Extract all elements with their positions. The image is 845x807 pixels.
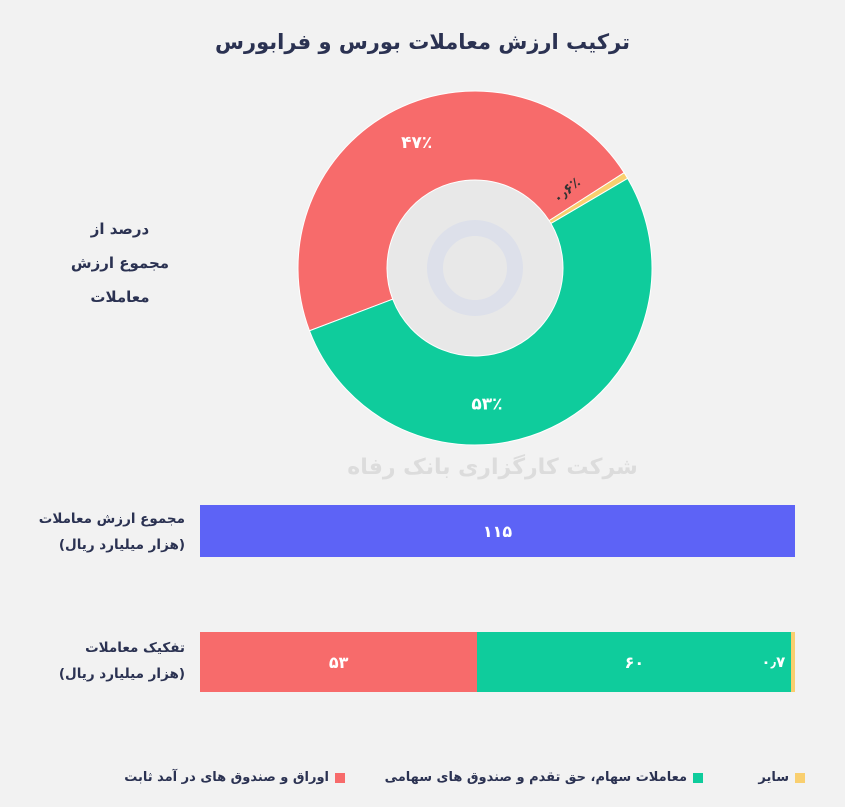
legend: اوراق و صندوق های در آمد ثابت معاملات سها…	[0, 770, 845, 794]
breakdown-row-label: تفکیک معاملات (هزار میلیارد ریال)	[20, 635, 185, 687]
total-row-label: مجموع ارزش معاملات (هزار میلیارد ریال)	[20, 506, 185, 558]
legend-swatch	[795, 772, 805, 783]
side-label-line3: معاملات	[90, 288, 150, 306]
donut-slice-equities	[308, 177, 653, 446]
breakdown-value-equities: ۶۰	[624, 652, 645, 672]
total-bar-segment: ۱۱۵	[200, 505, 795, 557]
legend-item-fixed-income: اوراق و صندوق های در آمد ثابت	[124, 770, 345, 785]
breakdown-row-label-line1: تفکیک معاملات	[85, 640, 185, 656]
total-row-label-line2: (هزار میلیارد ریال)	[58, 537, 185, 553]
donut-label-fixed-income: ۴۷٪	[401, 133, 432, 153]
donut-slice-other	[548, 172, 629, 225]
legend-label: اوراق و صندوق های در آمد ثابت	[124, 770, 329, 785]
donut-center	[387, 180, 563, 356]
legend-swatch	[335, 772, 345, 783]
legend-label: سایر	[758, 770, 789, 785]
donut-chart: ۴۷٪۵۳٪۰٫۶٪	[297, 90, 653, 446]
breakdown-bar: ۵۳ ۶۰ ۰٫۷	[200, 632, 795, 692]
legend-item-other: سایر	[758, 770, 805, 785]
side-label-line1: درصد از	[90, 220, 150, 238]
donut-label-equities: ۵۳٪	[471, 394, 502, 414]
legend-label: معاملات سهام، حق تقدم و صندوق های سهامی	[384, 770, 687, 785]
donut-side-label: درصد از مجموع ارزش معاملات	[50, 212, 190, 314]
total-bar: ۱۱۵	[200, 505, 795, 557]
total-bar-value: ۱۱۵	[482, 521, 513, 541]
chart-title: ترکیب ارزش معاملات بورس و فرابورس	[215, 30, 630, 54]
breakdown-segment-equities: ۶۰ ۰٫۷	[477, 632, 792, 692]
breakdown-segment-other	[791, 632, 795, 692]
breakdown-value-other: ۰٫۷	[761, 653, 786, 671]
breakdown-segment-fixed-income: ۵۳	[200, 632, 478, 692]
side-label-line2: مجموع ارزش	[70, 254, 170, 272]
legend-swatch	[693, 772, 703, 783]
logo-watermark-icon	[427, 220, 523, 316]
total-row-label-line1: مجموع ارزش معاملات	[38, 511, 185, 527]
donut-slice-fixed-income	[297, 90, 625, 332]
breakdown-row-label-line2: (هزار میلیارد ریال)	[58, 666, 185, 682]
legend-item-equities: معاملات سهام، حق تقدم و صندوق های سهامی	[385, 770, 703, 785]
breakdown-value-fixed-income: ۵۳	[328, 652, 349, 672]
watermark-text: شرکت کارگزاری بانک رفاه	[347, 455, 638, 480]
